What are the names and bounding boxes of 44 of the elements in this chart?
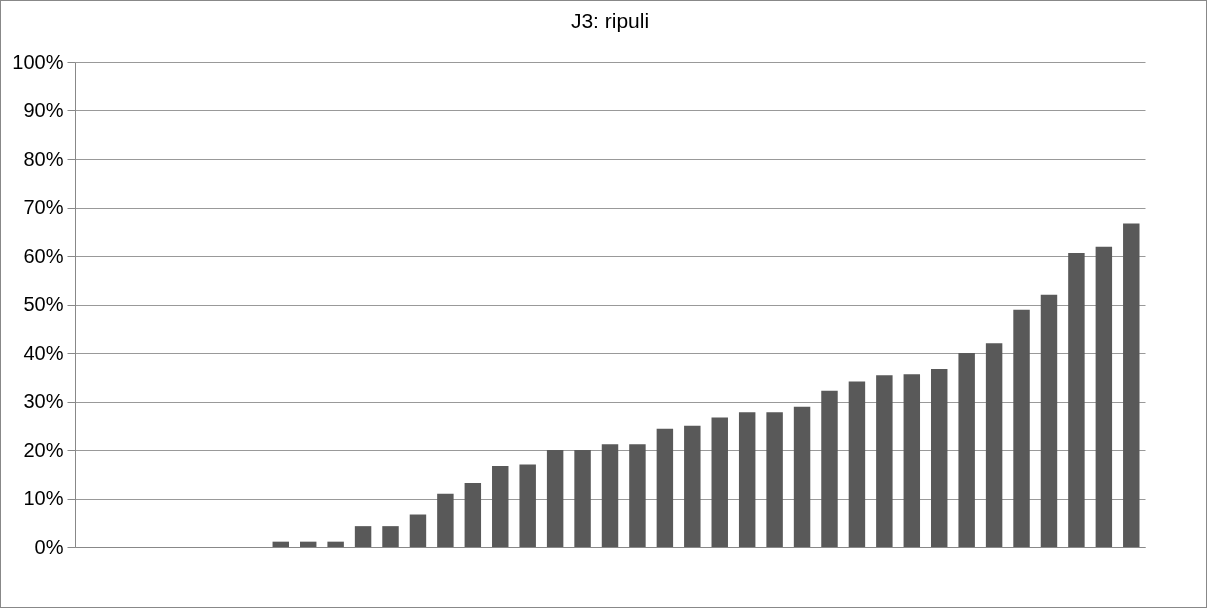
bar (793, 406, 811, 547)
y-tick-label: 30% (23, 390, 64, 412)
bar (1068, 253, 1085, 547)
bar (711, 417, 728, 547)
bar (738, 412, 756, 547)
bar (766, 412, 783, 547)
bar (876, 375, 893, 547)
bar (1095, 246, 1113, 547)
bar (382, 526, 399, 547)
bar (1013, 309, 1030, 547)
y-tick-label: 90% (23, 99, 64, 121)
y-tick-label: 10% (23, 487, 64, 509)
y-tick-label: 20% (23, 438, 64, 461)
y-tick-label: 0% (34, 535, 64, 558)
bar (1040, 294, 1058, 547)
bar (1123, 223, 1140, 547)
y-tick-label: 100% (12, 50, 64, 73)
chart-title: J3: ripuli (570, 9, 650, 32)
bar (601, 444, 619, 547)
bar (299, 541, 317, 547)
bar (985, 343, 1003, 547)
y-tick-label: 60% (23, 244, 64, 267)
y-tick-label: 80% (23, 147, 64, 170)
bar (574, 450, 591, 547)
bar (409, 514, 427, 547)
bar (546, 450, 564, 547)
bar (656, 428, 674, 547)
bar (629, 444, 646, 547)
bar (903, 374, 921, 547)
bar (354, 526, 372, 547)
bar (327, 541, 344, 547)
bar (492, 466, 509, 547)
bar (464, 482, 482, 547)
bar (848, 381, 866, 547)
bar (931, 369, 948, 547)
bar (437, 493, 454, 547)
bar (821, 390, 838, 547)
bar (958, 353, 975, 547)
bar (519, 464, 536, 547)
y-tick-label: 40% (23, 341, 64, 364)
y-tick-label: 70% (23, 196, 64, 218)
bar (272, 541, 289, 547)
y-tick-label: 50% (23, 293, 64, 315)
bar (684, 425, 701, 547)
